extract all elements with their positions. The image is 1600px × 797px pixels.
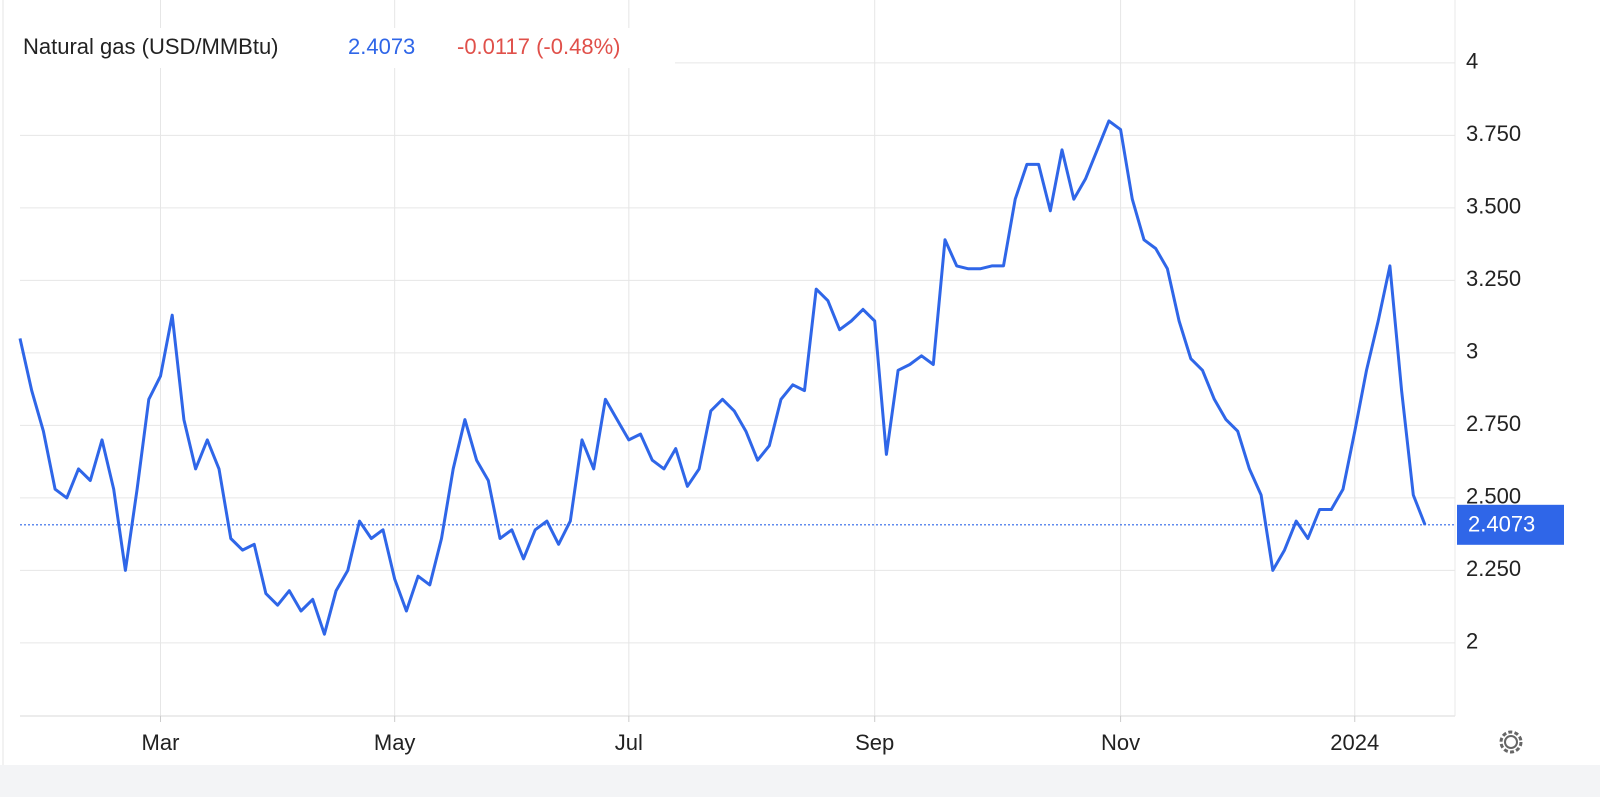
y-tick-label: 3.500	[1466, 194, 1521, 219]
y-tick-label: 3.750	[1466, 121, 1521, 146]
current-value: 2.4073	[348, 34, 415, 59]
line-series	[18, 119, 1427, 636]
y-tick-label: 2.750	[1466, 411, 1521, 436]
settings-icon[interactable]	[1499, 730, 1523, 754]
y-tick-label: 3	[1466, 339, 1478, 364]
x-tick-label: Nov	[1101, 730, 1140, 755]
grid	[20, 0, 1455, 716]
legend-box	[20, 28, 675, 68]
current-price-box	[1457, 504, 1564, 545]
current-price-label: 2.4073	[1468, 512, 1535, 537]
y-tick-label: 4	[1466, 49, 1478, 74]
y-tick-label: 3.250	[1466, 266, 1521, 291]
x-tick-label: 2024	[1330, 730, 1379, 755]
y-tick-label: 2.500	[1466, 484, 1521, 509]
x-tick-label: Sep	[855, 730, 894, 755]
y-tick-label: 2.250	[1466, 556, 1521, 581]
x-tick-label: Mar	[142, 730, 180, 755]
footer-strip	[0, 765, 1600, 797]
x-tick-label: May	[374, 730, 416, 755]
chart-title: Natural gas (USD/MMBtu)	[23, 34, 279, 59]
y-tick-label: 2	[1466, 629, 1478, 654]
x-tick-label: Jul	[615, 730, 643, 755]
change: -0.0117 (-0.48%)	[457, 34, 620, 59]
